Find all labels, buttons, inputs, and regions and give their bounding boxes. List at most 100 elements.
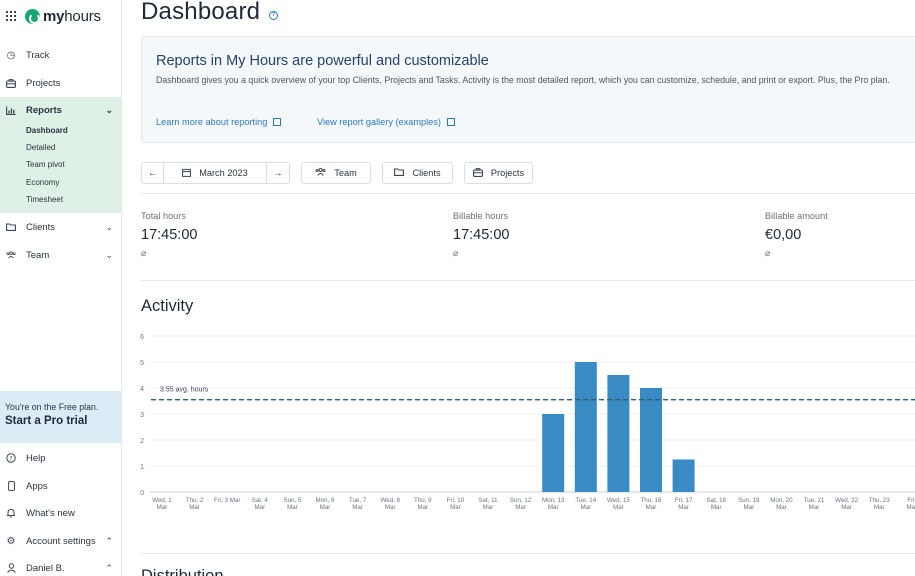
subnav-dashboard[interactable]: Dashboard [26,126,68,135]
prev-month-button[interactable]: ← [141,162,164,184]
divider [141,280,915,281]
x-tick-label: Mar [841,504,852,511]
y-tick-label: 0 [140,490,144,497]
y-tick-label: 1 [140,464,144,471]
stat-billable-hours: Billable hours 17:45:00 ⌀ [453,211,510,258]
x-tick-label: Mon, 20 [770,497,793,504]
info-title: Reports in My Hours are powerful and cus… [156,53,489,69]
external-link-icon [273,118,282,126]
x-tick-label: Tue, 14 [575,497,596,504]
subnav-economy[interactable]: Economy [26,178,60,187]
sidebar-item-account-settings[interactable]: ⚙ Account settings ⌃ [0,530,122,552]
team-filter-button[interactable]: Team [301,162,371,184]
start-pro-trial-link[interactable]: Start a Pro trial [5,415,88,427]
subnav-timesheet[interactable]: Timesheet [26,195,64,204]
x-tick-label: Thu, 23 [869,497,891,504]
x-tick-label: Mon, 13 [542,497,565,504]
y-tick-label: 2 [140,438,144,445]
sidebar-item-label: Team [26,249,50,261]
next-month-button[interactable]: → [266,162,290,184]
activity-bar [542,414,565,492]
sidebar-item-help[interactable]: ? Help [0,447,122,469]
x-tick-label: Wed, 22 [835,497,858,504]
subnav-detailed[interactable]: Detailed [26,143,56,152]
chevron-down-icon: ⌄ [105,104,113,115]
activity-title: Activity [141,297,194,315]
sidebar-item-whats-new[interactable]: What's new [0,502,122,524]
x-tick-label: Wed, 15 [607,497,630,504]
bell-icon [6,508,16,518]
subnav-team-pivot[interactable]: Team pivot [26,160,65,169]
chevron-down-icon: ⌄ [105,249,113,260]
distribution-title: Distribution [141,567,224,576]
clock-icon: ◷ [6,49,16,61]
sidebar-item-label: Clients [26,221,56,233]
sidebar-item-clients[interactable]: Clients ⌄ [0,216,122,238]
x-tick-label: Tue, 7 [349,497,367,504]
sidebar-item-label: Apps [26,480,48,492]
sidebar-item-label: Account settings [26,535,96,547]
plan-promo[interactable]: You're on the Free plan. Start a Pro tri… [0,391,122,443]
x-tick-label: Mar [743,504,754,511]
average-icon: ⌀ [453,248,459,258]
sidebar-item-team[interactable]: Team ⌄ [0,244,122,266]
folder-icon [394,168,405,178]
x-tick-label: Mar [189,504,200,511]
x-tick-label: Sun, 19 [738,497,760,504]
logo-icon [25,8,40,24]
x-tick-label: Mar [157,504,168,511]
apps-grid-icon[interactable] [6,11,16,21]
x-tick-label: Mar [483,504,494,511]
sidebar-item-track[interactable]: ◷ Track [0,44,122,66]
x-tick-label: Mar [678,504,689,511]
briefcase-icon [472,167,483,179]
y-tick-label: 4 [140,386,144,393]
divider [141,193,915,194]
user-icon [6,563,16,573]
reports-section [0,97,122,213]
learn-more-link[interactable]: Learn more about reporting [156,117,282,127]
briefcase-icon [6,78,16,88]
sidebar-item-reports[interactable]: Reports ⌄ [0,99,122,121]
x-tick-label: Mar [352,504,363,511]
x-tick-label: Sun, 5 [283,497,301,504]
average-icon: ⌀ [765,248,771,258]
x-tick-label: Mar [776,504,787,511]
y-tick-label: 3 [140,412,144,419]
x-tick-label: Wed, 8 [380,497,400,504]
chevron-up-icon: ⌃ [105,535,113,546]
x-tick-label: Mar [711,504,722,511]
people-icon [315,168,326,178]
x-tick-label: Mar [385,504,396,511]
stat-total-hours: Total hours 17:45:00 ⌀ [141,211,198,258]
x-tick-label: Sat, 11 [478,497,498,504]
sidebar-item-label: Track [26,49,50,61]
help-icon[interactable]: ? [269,11,278,20]
sidebar-item-apps[interactable]: Apps [0,475,122,497]
y-tick-label: 5 [140,360,144,367]
info-text: Dashboard gives you a quick overview of … [156,75,890,85]
sidebar: myhours ◷ Track Projects Reports ⌄ Dashb… [0,0,122,576]
x-tick-label: Sat, 18 [706,497,726,504]
x-tick-label: Thu, 9 [414,497,432,504]
logo[interactable]: myhours [43,7,101,25]
x-tick-label: Mar [548,504,559,511]
sidebar-item-user[interactable]: Daniel B. ⌃ [0,557,122,576]
report-gallery-link[interactable]: View report gallery (examples) [317,117,455,127]
chevron-up-icon: ⌃ [105,562,113,573]
sidebar-item-label: Daniel B. [26,562,65,574]
clients-filter-button[interactable]: Clients [382,162,453,184]
activity-bar [640,388,662,492]
stat-billable-amount: Billable amount €0,00 ⌀ [765,211,828,258]
month-picker-button[interactable]: March 2023 [163,162,267,184]
x-tick-label: Mar [646,504,657,511]
main-content: Dashboard ? Reports in My Hours are powe… [122,0,915,576]
projects-filter-button[interactable]: Projects [464,162,533,184]
x-tick-label: Fri, 17 [675,497,693,504]
calendar-icon [182,168,192,179]
sidebar-item-projects[interactable]: Projects [0,72,122,94]
x-tick-label: Mar [254,504,265,511]
x-tick-label: Mar [287,504,298,511]
people-icon [6,250,16,260]
x-tick-label: Thu, 2 [186,497,204,504]
